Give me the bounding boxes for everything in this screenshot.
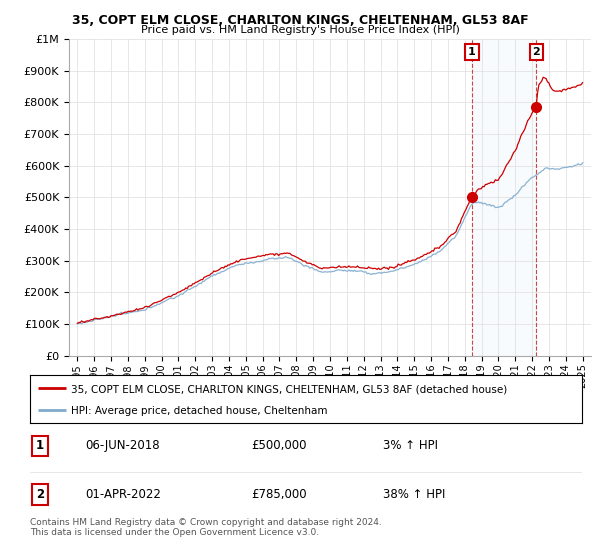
- Text: 35, COPT ELM CLOSE, CHARLTON KINGS, CHELTENHAM, GL53 8AF: 35, COPT ELM CLOSE, CHARLTON KINGS, CHEL…: [71, 14, 529, 27]
- Text: HPI: Average price, detached house, Cheltenham: HPI: Average price, detached house, Chel…: [71, 407, 328, 417]
- Text: Price paid vs. HM Land Registry's House Price Index (HPI): Price paid vs. HM Land Registry's House …: [140, 25, 460, 35]
- Text: £500,000: £500,000: [251, 439, 307, 452]
- Text: 35, COPT ELM CLOSE, CHARLTON KINGS, CHELTENHAM, GL53 8AF (detached house): 35, COPT ELM CLOSE, CHARLTON KINGS, CHEL…: [71, 385, 508, 394]
- Text: 1: 1: [468, 47, 476, 57]
- Text: 2: 2: [36, 488, 44, 501]
- Text: £785,000: £785,000: [251, 488, 307, 501]
- Text: 38% ↑ HPI: 38% ↑ HPI: [383, 488, 446, 501]
- Text: Contains HM Land Registry data © Crown copyright and database right 2024.
This d: Contains HM Land Registry data © Crown c…: [30, 518, 382, 538]
- Text: 1: 1: [36, 439, 44, 452]
- Text: 06-JUN-2018: 06-JUN-2018: [85, 439, 160, 452]
- Text: 3% ↑ HPI: 3% ↑ HPI: [383, 439, 438, 452]
- Bar: [472, 39, 536, 356]
- Text: 2: 2: [532, 47, 540, 57]
- Text: 01-APR-2022: 01-APR-2022: [85, 488, 161, 501]
